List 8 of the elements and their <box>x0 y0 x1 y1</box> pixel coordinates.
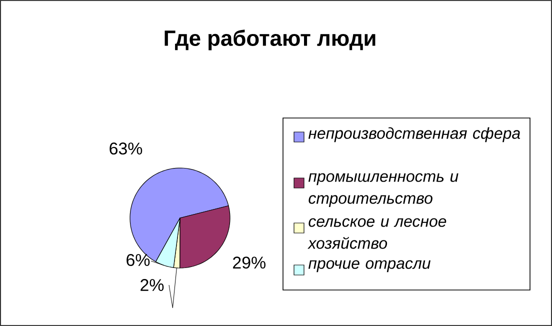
data-label: 2% <box>140 279 164 291</box>
legend-label: прочие отрасли <box>308 260 430 272</box>
chart-title: Где работают люди <box>164 30 376 50</box>
legend-label: сельское и лесное хозяйство <box>308 218 446 249</box>
data-label: 6% <box>126 254 150 266</box>
legend-label: непроизводственная сфера <box>308 127 520 142</box>
data-label: 29% <box>233 256 266 269</box>
data-label: 63% <box>110 142 142 155</box>
